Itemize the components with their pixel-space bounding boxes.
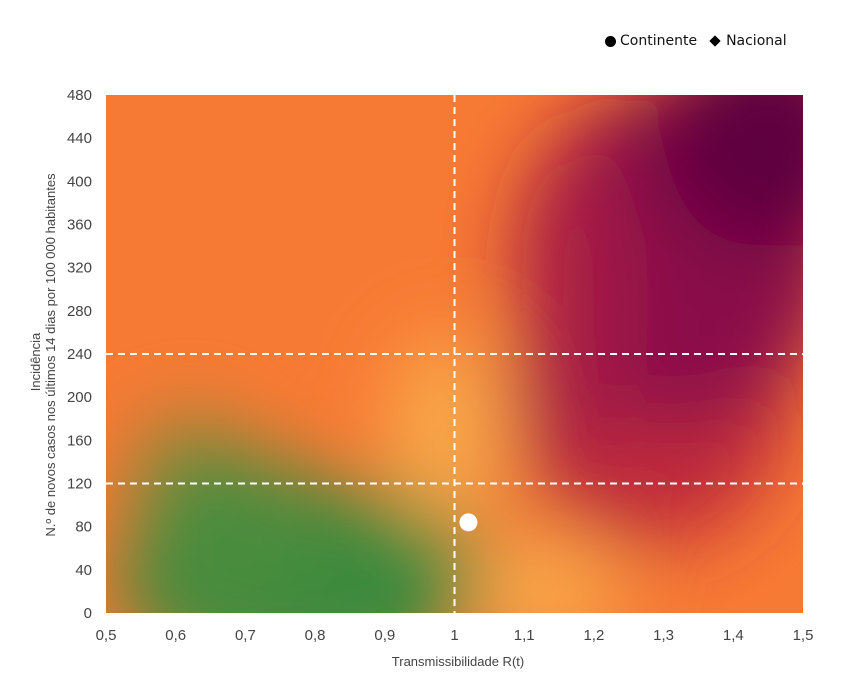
x-tick-label: 1,1 xyxy=(514,627,535,644)
x-tick-label: 1,2 xyxy=(583,627,604,644)
heatmap-blend xyxy=(116,95,803,613)
y-tick-label: 480 xyxy=(67,87,92,104)
heatmap-region-7 xyxy=(658,95,803,249)
x-tick-label: 1 xyxy=(450,627,458,644)
x-tick-label: 1,3 xyxy=(653,627,674,644)
y-tick-label: 320 xyxy=(67,260,92,277)
x-tick-label: 1,4 xyxy=(723,627,744,644)
y-axis-label-subtitle: N.º de novos casos nos últimos 14 dias p… xyxy=(43,173,58,537)
legend-label-nacional: Nacional xyxy=(726,33,787,49)
x-tick-label: 0,6 xyxy=(165,627,186,644)
y-tick-label: 440 xyxy=(67,130,92,147)
x-tick-label: 1,5 xyxy=(793,627,814,644)
x-tick-label: 0,9 xyxy=(374,627,395,644)
y-tick-label: 120 xyxy=(67,476,92,493)
reference-lines xyxy=(106,95,803,613)
legend-item-continente: Continente xyxy=(605,33,697,49)
heatmap-region-3 xyxy=(387,334,508,525)
heatmap-region-2 xyxy=(141,447,322,613)
legend-label-continente: Continente xyxy=(620,33,698,49)
circle-marker-icon xyxy=(605,35,616,47)
y-tick-label: 360 xyxy=(67,217,92,234)
heatmap-region-4 xyxy=(470,536,621,613)
y-tick-label: 240 xyxy=(67,346,92,363)
legend-item-nacional: Nacional xyxy=(709,33,787,49)
y-tick-label: 80 xyxy=(75,519,92,536)
y-tick-label: 0 xyxy=(84,605,92,622)
y-tick-label: 160 xyxy=(67,432,92,449)
x-tick-label: 0,7 xyxy=(235,627,256,644)
y-axis-ticks: 0 40 80 120 160 200 240 280 320 360 400 440 480 xyxy=(67,87,92,622)
x-tick-label: 0,8 xyxy=(305,627,326,644)
y-axis-label-title: Incidência xyxy=(28,332,43,391)
heatmap-region-8 xyxy=(522,130,623,471)
point-continente xyxy=(459,513,478,532)
y-tick-label: 40 xyxy=(75,562,92,579)
y-tick-label: 280 xyxy=(67,303,92,320)
chart-legend: Continente Nacional xyxy=(605,33,787,49)
y-tick-label: 200 xyxy=(67,389,92,406)
x-axis-label: Transmissibilidade R(t) xyxy=(392,654,524,669)
x-tick-label: 0,5 xyxy=(96,627,117,644)
x-axis-ticks: 0,5 0,6 0,7 0,8 0,9 1 1,1 1,2 1,3 1,4 1,5 xyxy=(96,627,814,644)
y-tick-label: 400 xyxy=(67,173,92,190)
data-points xyxy=(459,513,478,532)
